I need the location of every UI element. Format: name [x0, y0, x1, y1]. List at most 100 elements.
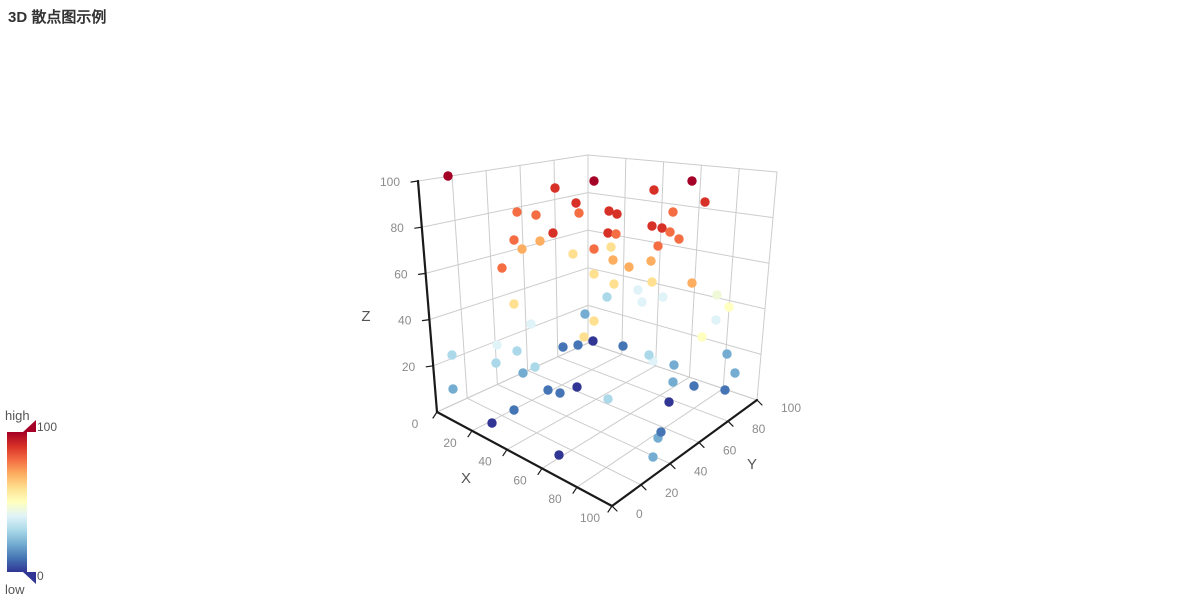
- chart-title: 3D 散点图示例: [8, 9, 107, 26]
- data-point[interactable]: [492, 340, 502, 350]
- data-point[interactable]: [611, 229, 621, 239]
- axis-lines: [416, 179, 759, 508]
- axis-name-labels: X Y Z: [361, 308, 757, 487]
- data-point[interactable]: [568, 249, 578, 259]
- data-point[interactable]: [722, 349, 732, 359]
- data-point[interactable]: [656, 427, 666, 437]
- data-point[interactable]: [589, 316, 599, 326]
- data-point[interactable]: [509, 405, 519, 415]
- data-point[interactable]: [637, 297, 647, 307]
- svg-text:40: 40: [694, 465, 708, 479]
- svg-text:100: 100: [781, 401, 801, 415]
- visualmap-gradient-bar[interactable]: [7, 432, 27, 572]
- svg-text:X: X: [461, 470, 471, 487]
- data-point[interactable]: [554, 450, 564, 460]
- svg-text:Z: Z: [361, 308, 370, 325]
- data-point[interactable]: [517, 244, 527, 254]
- data-point[interactable]: [531, 210, 541, 220]
- data-point[interactable]: [548, 228, 558, 238]
- data-point[interactable]: [550, 183, 560, 193]
- data-point[interactable]: [543, 385, 553, 395]
- data-point[interactable]: [665, 227, 675, 237]
- data-point[interactable]: [711, 315, 721, 325]
- data-point[interactable]: [497, 263, 507, 273]
- data-point[interactable]: [572, 382, 582, 392]
- data-point[interactable]: [574, 208, 584, 218]
- data-point[interactable]: [509, 299, 519, 309]
- data-point[interactable]: [647, 277, 657, 287]
- data-point[interactable]: [730, 368, 740, 378]
- data-point[interactable]: [602, 292, 612, 302]
- data-point[interactable]: [687, 176, 697, 186]
- data-point[interactable]: [608, 255, 618, 265]
- data-point[interactable]: [664, 397, 674, 407]
- data-point[interactable]: [606, 242, 616, 252]
- data-point[interactable]: [518, 368, 528, 378]
- data-point[interactable]: [512, 346, 522, 356]
- data-point[interactable]: [649, 185, 659, 195]
- data-point[interactable]: [589, 176, 599, 186]
- data-point[interactable]: [571, 198, 581, 208]
- data-point[interactable]: [647, 221, 657, 231]
- axis-ticks: [410, 180, 763, 513]
- data-point[interactable]: [580, 309, 590, 319]
- data-point[interactable]: [447, 350, 457, 360]
- data-point[interactable]: [700, 197, 710, 207]
- z-axis-tick-labels: 20 40 60 80 100: [380, 175, 416, 374]
- data-point[interactable]: [443, 171, 453, 181]
- data-point[interactable]: [724, 302, 734, 312]
- data-point[interactable]: [491, 358, 501, 368]
- data-point[interactable]: [448, 384, 458, 394]
- svg-text:20: 20: [665, 486, 679, 500]
- data-point[interactable]: [509, 235, 519, 245]
- data-point[interactable]: [653, 241, 663, 251]
- data-point[interactable]: [588, 336, 598, 346]
- visualmap-legend: high 100 0 low: [0, 405, 80, 600]
- data-point[interactable]: [712, 290, 722, 300]
- svg-text:100: 100: [380, 175, 400, 189]
- data-point[interactable]: [526, 319, 536, 329]
- svg-text:80: 80: [548, 492, 562, 506]
- data-point[interactable]: [669, 360, 679, 370]
- data-point[interactable]: [579, 332, 589, 342]
- data-point[interactable]: [589, 269, 599, 279]
- data-point[interactable]: [603, 394, 613, 404]
- data-point[interactable]: [512, 207, 522, 217]
- visualmap-min-value: 0: [37, 569, 44, 583]
- data-point[interactable]: [720, 385, 730, 395]
- data-point[interactable]: [604, 206, 614, 216]
- data-point[interactable]: [609, 279, 619, 289]
- data-point[interactable]: [657, 223, 667, 233]
- data-point[interactable]: [668, 377, 678, 387]
- data-point[interactable]: [624, 262, 634, 272]
- data-point[interactable]: [530, 362, 540, 372]
- data-point[interactable]: [697, 332, 707, 342]
- data-point[interactable]: [612, 209, 622, 219]
- data-point[interactable]: [646, 256, 656, 266]
- scatter-points: [443, 171, 740, 462]
- data-point[interactable]: [668, 207, 678, 217]
- svg-text:100: 100: [580, 511, 600, 525]
- data-point[interactable]: [674, 234, 684, 244]
- svg-text:0: 0: [412, 417, 419, 431]
- data-point[interactable]: [618, 341, 628, 351]
- data-point[interactable]: [487, 418, 497, 428]
- data-point[interactable]: [558, 342, 568, 352]
- data-point[interactable]: [535, 236, 545, 246]
- svg-text:20: 20: [443, 436, 457, 450]
- data-point[interactable]: [687, 278, 697, 288]
- data-point[interactable]: [633, 285, 643, 295]
- x-axis-tick-labels: 0 20 40 60 80 100: [412, 417, 601, 525]
- svg-text:80: 80: [390, 221, 404, 235]
- data-point[interactable]: [573, 340, 583, 350]
- svg-text:20: 20: [402, 360, 416, 374]
- data-point[interactable]: [644, 350, 654, 360]
- data-point[interactable]: [603, 228, 613, 238]
- data-point[interactable]: [555, 388, 565, 398]
- data-point[interactable]: [648, 452, 658, 462]
- data-point[interactable]: [689, 381, 699, 391]
- data-point[interactable]: [589, 244, 599, 254]
- data-point[interactable]: [658, 292, 668, 302]
